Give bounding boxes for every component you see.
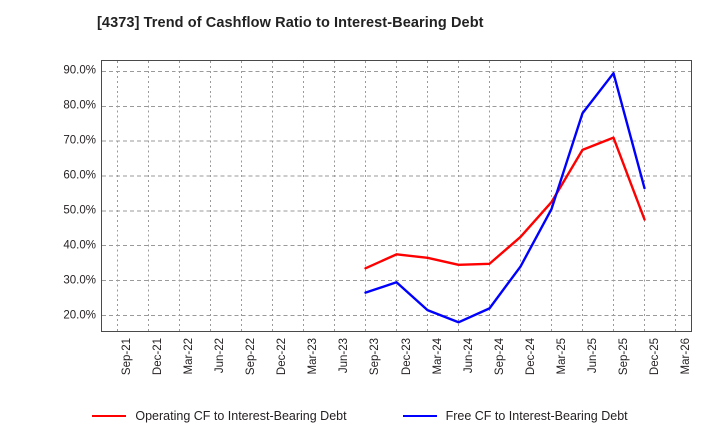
x-tick-label: Jun-22	[213, 338, 226, 374]
x-tick-label: Jun-23	[338, 338, 351, 374]
series-line-free-cf	[364, 72, 646, 324]
plot-area	[101, 60, 692, 332]
x-axis-tick-labels: Sep-21 Dec-21 Mar-22 Jun-22 Sep-22 Dec-22 Mar-…	[101, 332, 693, 412]
legend-label: Operating CF to Interest-Bearing Debt	[135, 408, 347, 423]
x-tick-label: Jun-25	[587, 338, 600, 374]
legend-item-operating-cf[interactable]: Operating CF to Interest-Bearing Debt	[92, 408, 347, 423]
series-line-operating-cf	[364, 136, 646, 270]
data-series-layer	[364, 72, 646, 324]
y-axis-tick-labels: 20.0% 30.0% 40.0% 50.0% 60.0% 70.0% 80.0% 90.0%	[39, 60, 96, 332]
y-tick-label: 90.0%	[63, 63, 96, 76]
x-tick-label: Sep-22	[244, 338, 257, 376]
x-tick-label: Jun-24	[462, 338, 475, 374]
x-tick-label: Mar-22	[182, 338, 195, 375]
gridlines	[102, 61, 691, 331]
x-tick-label: Dec-25	[649, 338, 662, 376]
y-tick-label: 40.0%	[63, 239, 96, 252]
chart-legend: Operating CF to Interest-Bearing Debt Fre…	[0, 404, 720, 428]
x-tick-label: Dec-24	[524, 338, 537, 376]
x-tick-label: Mar-25	[556, 338, 569, 375]
x-tick-label: Mar-24	[431, 338, 444, 375]
legend-item-free-cf[interactable]: Free CF to Interest-Bearing Debt	[402, 408, 628, 423]
chart-title: [4373] Trend of Cashflow Ratio to Intere…	[97, 15, 484, 31]
y-tick-label: 80.0%	[63, 98, 96, 111]
x-tick-label: Dec-23	[400, 338, 413, 376]
y-tick-label: 50.0%	[63, 204, 96, 217]
legend-line-swatch-icon	[402, 414, 437, 418]
x-tick-label: Sep-24	[493, 338, 506, 376]
x-tick-label: Sep-23	[369, 338, 382, 376]
legend-label: Free CF to Interest-Bearing Debt	[445, 408, 628, 423]
x-tick-label: Dec-21	[151, 338, 164, 376]
x-tick-label: Mar-23	[307, 338, 320, 375]
legend-line-swatch-icon	[92, 414, 127, 418]
y-tick-label: 30.0%	[63, 274, 96, 287]
y-tick-label: 70.0%	[63, 133, 96, 146]
x-tick-label: Mar-26	[680, 338, 693, 375]
y-tick-label: 60.0%	[63, 169, 96, 182]
x-tick-label: Sep-25	[618, 338, 631, 376]
y-tick-label: 20.0%	[63, 309, 96, 322]
x-tick-label: Sep-21	[120, 338, 133, 376]
x-tick-label: Dec-22	[276, 338, 289, 376]
